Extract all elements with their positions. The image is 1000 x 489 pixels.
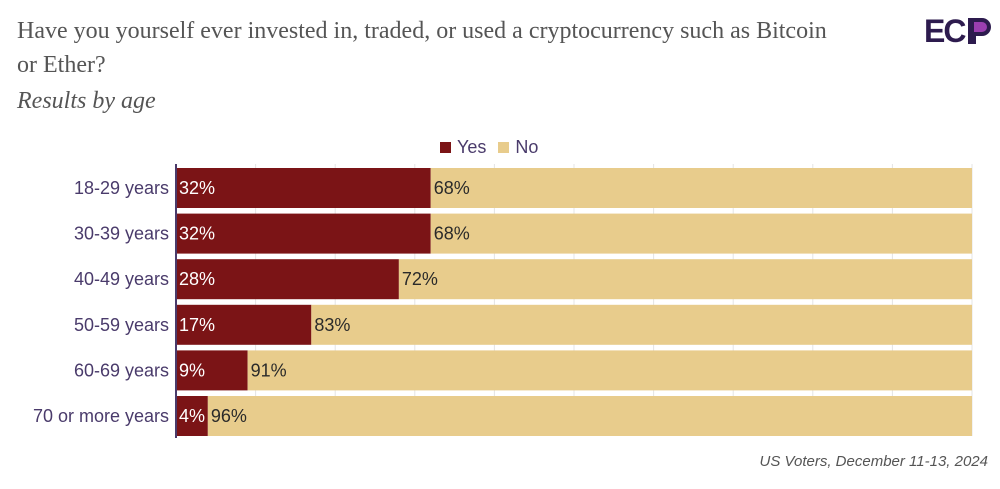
data-label-yes: 32%	[179, 224, 215, 244]
bar-yes	[176, 259, 399, 300]
bar-no	[398, 259, 972, 300]
data-label-no: 96%	[211, 406, 247, 426]
category-label: 40-49 years	[74, 269, 169, 289]
data-label-no: 91%	[251, 360, 287, 380]
data-label-no: 72%	[402, 269, 438, 289]
chart-title: Have you yourself ever invested in, trad…	[17, 18, 827, 78]
data-label-yes: 32%	[179, 178, 215, 198]
data-label-yes: 9%	[179, 360, 205, 380]
bar-yes	[176, 350, 248, 391]
category-label: 30-39 years	[74, 224, 169, 244]
category-label: 70 or more years	[33, 406, 169, 426]
data-label-yes: 4%	[179, 406, 205, 426]
legend-swatch-no	[498, 142, 510, 153]
chart-subtitle: Results by age	[17, 88, 156, 114]
data-label-yes: 28%	[179, 269, 215, 289]
ecp-logo: EC	[924, 12, 994, 53]
svg-text:EC: EC	[924, 13, 966, 48]
legend-label-no: No	[515, 137, 539, 157]
bar-yes	[176, 304, 312, 345]
bar-no	[247, 350, 972, 391]
data-label-no: 68%	[434, 224, 470, 244]
legend-swatch-yes	[440, 142, 451, 153]
category-label: 60-69 years	[74, 360, 169, 380]
bar-no	[207, 396, 973, 436]
source-note: US Voters, December 11-13, 2024	[759, 453, 988, 470]
category-label: 50-59 years	[74, 315, 169, 335]
bar-no	[430, 168, 973, 208]
bar-yes	[176, 168, 431, 208]
bar-yes	[176, 396, 208, 436]
category-label: 18-29 years	[74, 178, 169, 198]
legend-label-yes: Yes	[457, 137, 487, 157]
data-label-no: 68%	[434, 178, 470, 198]
bar-yes	[176, 213, 431, 254]
bar-no	[311, 304, 972, 345]
legend: Yes No	[440, 137, 538, 158]
data-label-yes: 17%	[179, 315, 215, 335]
bar-no	[430, 213, 973, 254]
data-label-no: 83%	[314, 315, 350, 335]
